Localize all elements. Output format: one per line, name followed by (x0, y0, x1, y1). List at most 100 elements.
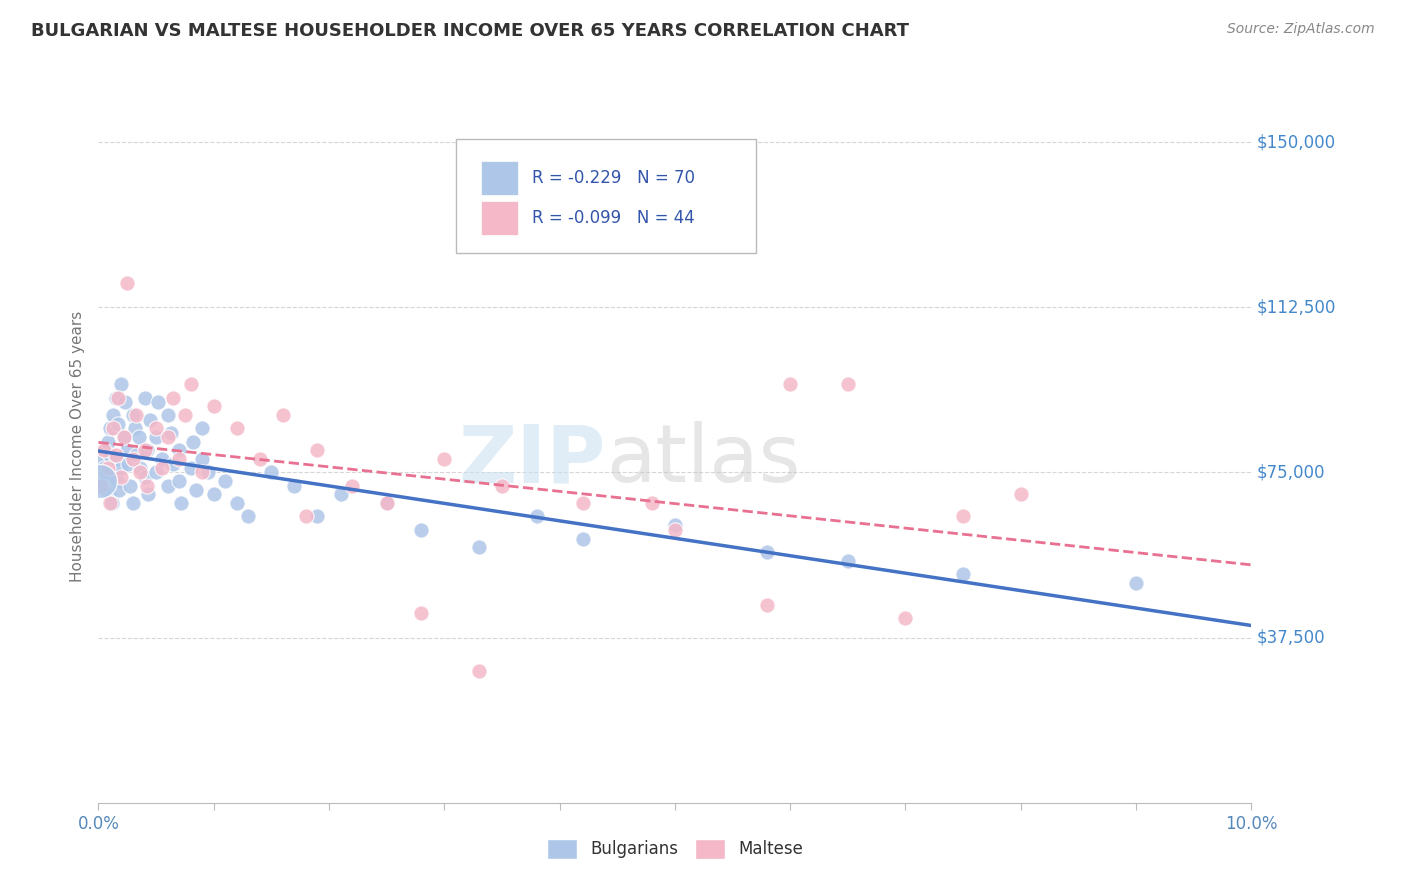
Text: Source: ZipAtlas.com: Source: ZipAtlas.com (1227, 22, 1375, 37)
Point (225, 496, 247, 510)
Point (134, 391, 156, 405)
Text: R = -0.099   N = 44: R = -0.099 N = 44 (531, 209, 695, 227)
Point (191, 452, 214, 467)
Point (225, 421, 247, 435)
Text: $150,000: $150,000 (1257, 133, 1336, 151)
Point (214, 475, 236, 489)
Point (93, 443, 115, 458)
Point (756, 598, 779, 612)
Point (93, 461, 115, 475)
Point (101, 496, 124, 510)
Point (112, 430, 135, 444)
Point (202, 400, 225, 414)
Point (122, 408, 145, 422)
Point (837, 553, 859, 567)
Point (156, 430, 179, 444)
Point (375, 496, 398, 510)
Point (135, 478, 157, 492)
Point (167, 475, 190, 489)
Point (104, 448, 127, 462)
Point (97, 461, 120, 475)
Point (191, 466, 214, 480)
Point (103, 421, 125, 435)
Point (156, 408, 179, 422)
Point (135, 443, 157, 458)
Point (124, 421, 146, 435)
Point (129, 466, 152, 480)
FancyBboxPatch shape (481, 161, 517, 194)
Point (89, 475, 111, 489)
Point (103, 470, 125, 484)
Point (160, 425, 183, 440)
Point (112, 430, 135, 444)
Point (98, 448, 121, 462)
Text: $75,000: $75,000 (1257, 464, 1326, 482)
Point (186, 483, 208, 497)
Point (295, 509, 318, 524)
Point (90, 478, 112, 492)
Y-axis label: Householder Income Over 65 years: Householder Income Over 65 years (69, 310, 84, 582)
Point (167, 443, 190, 458)
Point (107, 417, 129, 431)
Point (340, 478, 363, 492)
Point (110, 461, 132, 475)
Point (468, 541, 491, 555)
Point (104, 452, 127, 467)
Point (894, 611, 917, 625)
Point (107, 391, 129, 405)
Point (90, 478, 112, 492)
Text: $112,500: $112,500 (1257, 298, 1337, 317)
Point (98, 421, 121, 435)
Point (260, 466, 283, 480)
Point (779, 377, 801, 392)
Text: $37,500: $37,500 (1257, 629, 1326, 647)
Point (411, 523, 433, 537)
Point (117, 443, 139, 458)
Point (433, 452, 456, 467)
Text: atlas: atlas (606, 421, 800, 500)
Point (307, 443, 329, 458)
Point (117, 457, 139, 471)
Point (145, 430, 167, 444)
Point (125, 408, 148, 422)
Point (238, 509, 260, 524)
Point (411, 607, 433, 621)
Point (756, 545, 779, 559)
Point (526, 509, 548, 524)
Point (148, 395, 170, 409)
Point (108, 483, 131, 497)
Point (136, 487, 159, 501)
Point (156, 478, 179, 492)
Point (125, 448, 148, 462)
Point (664, 523, 686, 537)
Point (174, 408, 197, 422)
Point (122, 496, 145, 510)
Point (664, 518, 686, 533)
Point (122, 452, 145, 467)
Point (197, 466, 219, 480)
Point (104, 391, 127, 405)
Point (128, 430, 150, 444)
Point (114, 395, 136, 409)
Point (105, 475, 128, 489)
Point (375, 496, 398, 510)
Text: R = -0.229   N = 70: R = -0.229 N = 70 (531, 169, 695, 186)
Text: BULGARIAN VS MALTESE HOUSEHOLDER INCOME OVER 65 YEARS CORRELATION CHART: BULGARIAN VS MALTESE HOUSEHOLDER INCOME … (31, 22, 908, 40)
Point (641, 496, 664, 510)
Point (249, 452, 271, 467)
Point (307, 509, 329, 524)
Point (118, 478, 141, 492)
Point (571, 532, 593, 546)
Text: ZIP: ZIP (458, 421, 606, 500)
Point (98, 496, 121, 510)
Point (468, 664, 491, 678)
Point (162, 391, 184, 405)
Point (96, 466, 118, 480)
FancyBboxPatch shape (481, 201, 517, 235)
Point (110, 470, 132, 484)
Point (952, 566, 974, 581)
Point (181, 434, 204, 449)
FancyBboxPatch shape (456, 139, 755, 253)
Point (117, 276, 139, 290)
Point (271, 408, 294, 422)
